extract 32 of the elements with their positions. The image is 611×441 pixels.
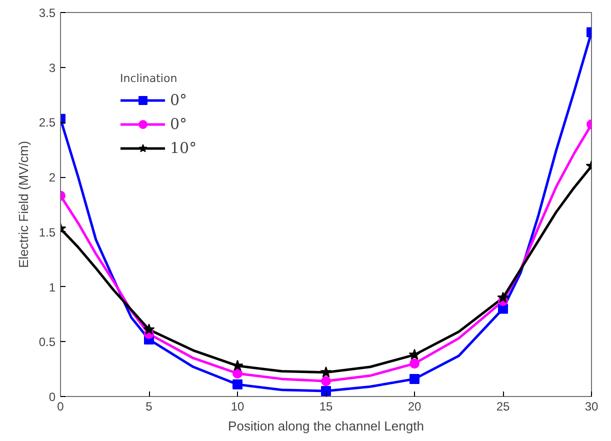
y-tick-label: 0.5: [38, 335, 56, 350]
x-tick-label: 5: [146, 400, 153, 414]
point: [232, 360, 244, 371]
point: [232, 368, 242, 378]
point: [410, 374, 420, 384]
point: [408, 348, 420, 360]
legend-label: 0°: [170, 115, 188, 133]
y-tick-label: 3.5: [38, 6, 56, 20]
x-tick-label: 15: [319, 400, 333, 414]
point: [320, 366, 332, 378]
x-tick-label: 10: [230, 400, 244, 414]
point: [321, 376, 331, 386]
y-tick-label: 0: [48, 390, 56, 404]
y-tick-label: 1: [48, 280, 56, 294]
point: [143, 324, 155, 335]
legend-title: Inclination: [120, 72, 178, 85]
y-tick-label: 3: [48, 60, 56, 75]
point: [321, 386, 331, 396]
x-tick-label: 20: [408, 400, 422, 414]
point: [497, 292, 509, 303]
y-axis-title: Electric Field (MV/cm): [16, 140, 31, 268]
x-tick-label: 25: [496, 400, 510, 414]
point: [232, 379, 242, 390]
y-tick-label: 1.5: [38, 225, 56, 240]
point: [410, 358, 420, 369]
y-tick-label: 2.5: [38, 116, 56, 130]
x-tick-label: 30: [584, 400, 598, 414]
x-axis-title: Position along the channel Length: [228, 418, 424, 434]
legend-label: 0°: [170, 91, 188, 109]
y-tick-label: 2: [48, 170, 56, 185]
legend-label: 10°: [170, 139, 197, 157]
x-tick-label: 0: [57, 400, 64, 414]
